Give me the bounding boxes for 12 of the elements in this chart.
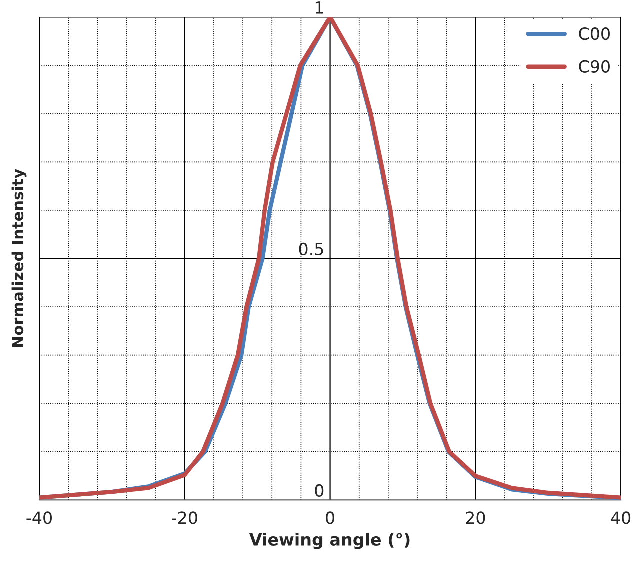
x-tick-label: 40 xyxy=(611,512,631,524)
x-tick-label: 20 xyxy=(466,512,486,524)
x-tick-label: -20 xyxy=(172,512,198,524)
x-tick-label: -40 xyxy=(26,512,52,524)
x-axis-title: Viewing angle (°) xyxy=(249,533,410,550)
y-axis-title: Normalized Intensity xyxy=(12,169,27,348)
y-tick-label: 1 xyxy=(316,2,324,14)
y-tick-label: 0.5 xyxy=(299,242,324,256)
y-tick-label: 0 xyxy=(315,484,324,498)
x-tick-label: 0 xyxy=(326,512,334,524)
legend-label: C90 xyxy=(579,60,610,73)
legend-label: C00 xyxy=(579,28,610,40)
